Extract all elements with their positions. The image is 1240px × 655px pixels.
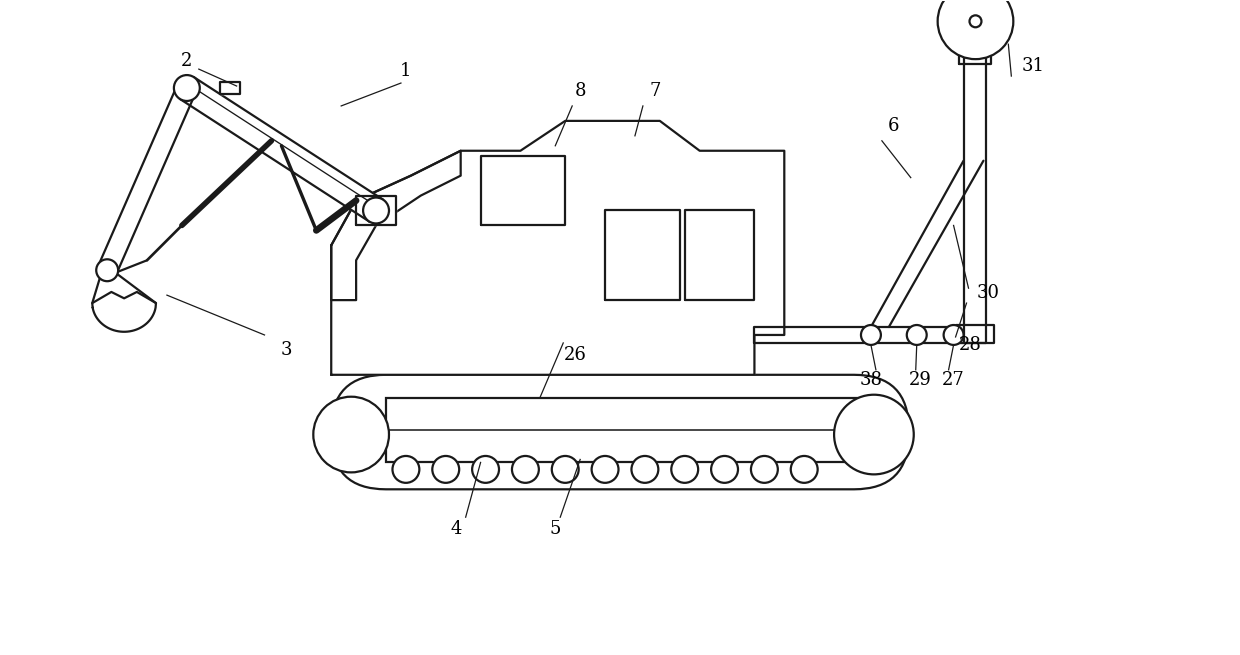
Circle shape bbox=[751, 456, 777, 483]
Text: 8: 8 bbox=[574, 82, 587, 100]
Circle shape bbox=[671, 456, 698, 483]
Polygon shape bbox=[481, 156, 565, 225]
Polygon shape bbox=[98, 84, 196, 274]
Text: 3: 3 bbox=[280, 341, 293, 359]
Circle shape bbox=[835, 395, 914, 474]
FancyBboxPatch shape bbox=[331, 375, 909, 489]
Text: 5: 5 bbox=[549, 520, 560, 538]
Text: 27: 27 bbox=[942, 371, 965, 389]
Circle shape bbox=[631, 456, 658, 483]
Circle shape bbox=[944, 325, 963, 345]
Bar bbox=[386, 398, 864, 462]
Circle shape bbox=[906, 325, 926, 345]
Polygon shape bbox=[956, 325, 994, 343]
Polygon shape bbox=[963, 56, 987, 343]
Circle shape bbox=[363, 198, 389, 223]
Polygon shape bbox=[219, 81, 239, 94]
Polygon shape bbox=[92, 292, 156, 332]
Polygon shape bbox=[180, 77, 383, 221]
Circle shape bbox=[791, 456, 817, 483]
Polygon shape bbox=[331, 121, 785, 375]
Polygon shape bbox=[754, 327, 971, 343]
Circle shape bbox=[97, 259, 118, 281]
Circle shape bbox=[512, 456, 539, 483]
Polygon shape bbox=[959, 48, 992, 64]
Text: 4: 4 bbox=[450, 520, 461, 538]
Text: 29: 29 bbox=[909, 371, 932, 389]
Text: 26: 26 bbox=[564, 346, 587, 364]
Polygon shape bbox=[684, 210, 754, 300]
Circle shape bbox=[174, 75, 200, 101]
Circle shape bbox=[970, 15, 982, 28]
Circle shape bbox=[711, 456, 738, 483]
Text: 1: 1 bbox=[401, 62, 412, 80]
Polygon shape bbox=[356, 196, 396, 225]
Text: 28: 28 bbox=[959, 336, 982, 354]
Text: 6: 6 bbox=[888, 117, 899, 135]
Text: 38: 38 bbox=[859, 371, 883, 389]
Circle shape bbox=[591, 456, 619, 483]
Text: 31: 31 bbox=[1022, 57, 1045, 75]
Text: 30: 30 bbox=[977, 284, 999, 302]
Polygon shape bbox=[331, 151, 461, 300]
Text: 7: 7 bbox=[650, 82, 661, 100]
Text: 2: 2 bbox=[181, 52, 192, 70]
Circle shape bbox=[552, 456, 579, 483]
Circle shape bbox=[937, 0, 1013, 59]
Circle shape bbox=[314, 397, 389, 472]
Circle shape bbox=[433, 456, 459, 483]
Circle shape bbox=[472, 456, 498, 483]
Circle shape bbox=[393, 456, 419, 483]
Polygon shape bbox=[605, 210, 680, 300]
Circle shape bbox=[861, 325, 880, 345]
